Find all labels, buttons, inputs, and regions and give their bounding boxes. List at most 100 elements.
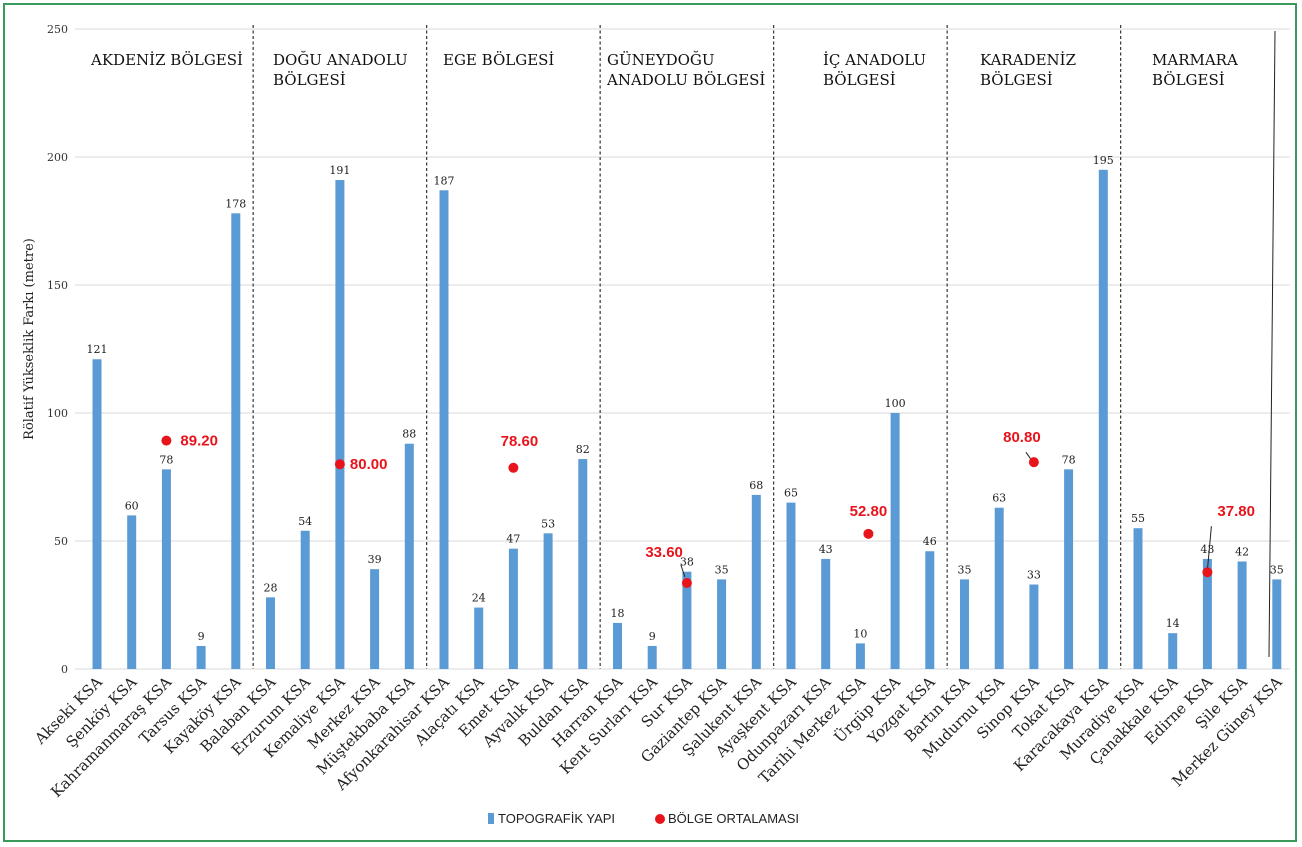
average-label: 37.80	[1217, 503, 1255, 520]
legend-label: TOPOGRAFİK YAPI	[498, 811, 615, 826]
region-label: AKDENİZ BÖLGESİ	[90, 51, 243, 69]
bar	[960, 579, 969, 669]
y-tick-label: 250	[47, 23, 68, 36]
bar	[440, 190, 449, 669]
bar	[509, 549, 518, 669]
bar	[1134, 528, 1143, 669]
region-label: GÜNEYDOĞU	[607, 51, 715, 69]
value-label: 46	[923, 535, 937, 548]
region-label: BÖLGESİ	[980, 71, 1053, 89]
legend-dot-swatch	[655, 814, 665, 824]
value-label: 43	[819, 543, 833, 556]
bar	[1238, 561, 1247, 669]
region-label: MARMARA	[1152, 51, 1238, 69]
average-label: 33.60	[645, 544, 683, 561]
bar	[717, 579, 726, 669]
bar	[301, 531, 310, 669]
value-label: 9	[649, 630, 656, 643]
bar	[1168, 633, 1177, 669]
value-label: 82	[576, 443, 590, 456]
bar	[474, 608, 483, 669]
value-label: 68	[749, 479, 763, 492]
value-label: 35	[715, 563, 729, 576]
bar	[578, 459, 587, 669]
bar	[787, 503, 796, 669]
value-label: 10	[853, 627, 867, 640]
value-label: 35	[958, 563, 972, 576]
value-label: 24	[472, 592, 486, 605]
average-label: 52.80	[850, 503, 888, 520]
bar	[821, 559, 830, 669]
bar	[648, 646, 657, 669]
average-dot	[863, 529, 873, 539]
bar	[752, 495, 761, 669]
region-label: İÇ ANADOLU	[823, 51, 926, 69]
legend-bar-swatch	[488, 813, 494, 824]
average-label: 80.00	[350, 456, 388, 473]
bar	[266, 597, 275, 669]
average-dot	[508, 463, 518, 473]
region-label: EGE BÖLGESİ	[443, 51, 554, 69]
value-label: 121	[87, 343, 108, 356]
value-label: 28	[264, 581, 278, 594]
value-label: 55	[1131, 512, 1145, 525]
value-label: 187	[434, 174, 455, 187]
region-label: DOĞU ANADOLU	[273, 51, 408, 69]
value-label: 78	[1062, 453, 1076, 466]
bar	[1064, 469, 1073, 669]
bar	[405, 444, 414, 669]
value-label: 60	[125, 499, 139, 512]
value-label: 47	[506, 533, 520, 546]
value-label: 63	[992, 492, 1006, 505]
bar	[925, 551, 934, 669]
average-dot	[335, 459, 345, 469]
bar	[93, 359, 102, 669]
y-axis-ticks: 0 50 100 150 200 250	[47, 23, 68, 676]
average-dot	[1202, 567, 1212, 577]
bar	[856, 643, 865, 669]
region-label: BÖLGESİ	[273, 71, 346, 89]
legend-label: BÖLGE ORTALAMASI	[668, 811, 799, 826]
y-tick-label: 200	[47, 151, 68, 164]
region-labels: AKDENİZ BÖLGESİ DOĞU ANADOLU BÖLGESİ EGE BÖ…	[90, 51, 1238, 89]
bar-chart: 0 50 100 150 200 250 Rölatif Yükseklik Farkı …	[5, 5, 1295, 840]
bar	[370, 569, 379, 669]
average-dot	[682, 578, 692, 588]
average-label: 78.60	[501, 433, 539, 450]
average-leader-line	[1026, 452, 1031, 459]
value-label: 178	[225, 197, 246, 210]
chart-frame: 0 50 100 150 200 250 Rölatif Yükseklik Farkı …	[3, 3, 1297, 842]
y-tick-label: 0	[61, 663, 68, 676]
bar	[127, 515, 136, 669]
value-label: 14	[1166, 617, 1180, 630]
y-tick-label: 50	[54, 535, 68, 548]
bar	[231, 213, 240, 669]
bar	[197, 646, 206, 669]
region-label: BÖLGESİ	[1152, 71, 1225, 89]
value-label: 53	[541, 517, 555, 530]
value-label: 43	[1200, 543, 1214, 556]
value-label: 100	[885, 397, 906, 410]
value-label: 54	[298, 515, 312, 528]
y-tick-label: 150	[47, 279, 68, 292]
average-label: 80.80	[1003, 429, 1041, 446]
y-axis-label: Rölatif Yükseklik Farkı (metre)	[22, 238, 37, 440]
value-label: 195	[1093, 154, 1114, 167]
value-label: 191	[329, 164, 350, 177]
region-label: BÖLGESİ	[823, 71, 896, 89]
value-label: 88	[402, 428, 416, 441]
legend: TOPOGRAFİK YAPI BÖLGE ORTALAMASI	[488, 811, 799, 826]
bar	[613, 623, 622, 669]
average-label: 89.20	[180, 433, 218, 450]
bar	[891, 413, 900, 669]
region-label: KARADENİZ	[980, 51, 1076, 69]
value-label: 35	[1270, 563, 1284, 576]
value-label: 33	[1027, 569, 1041, 582]
value-label: 39	[368, 553, 382, 566]
bar	[544, 533, 553, 669]
bar	[1099, 170, 1108, 669]
bar	[1029, 585, 1038, 669]
region-averages: 89.20 80.00 78.60 33.60 52.80 80.80 37.80	[161, 429, 1255, 588]
average-dot	[1029, 457, 1039, 467]
